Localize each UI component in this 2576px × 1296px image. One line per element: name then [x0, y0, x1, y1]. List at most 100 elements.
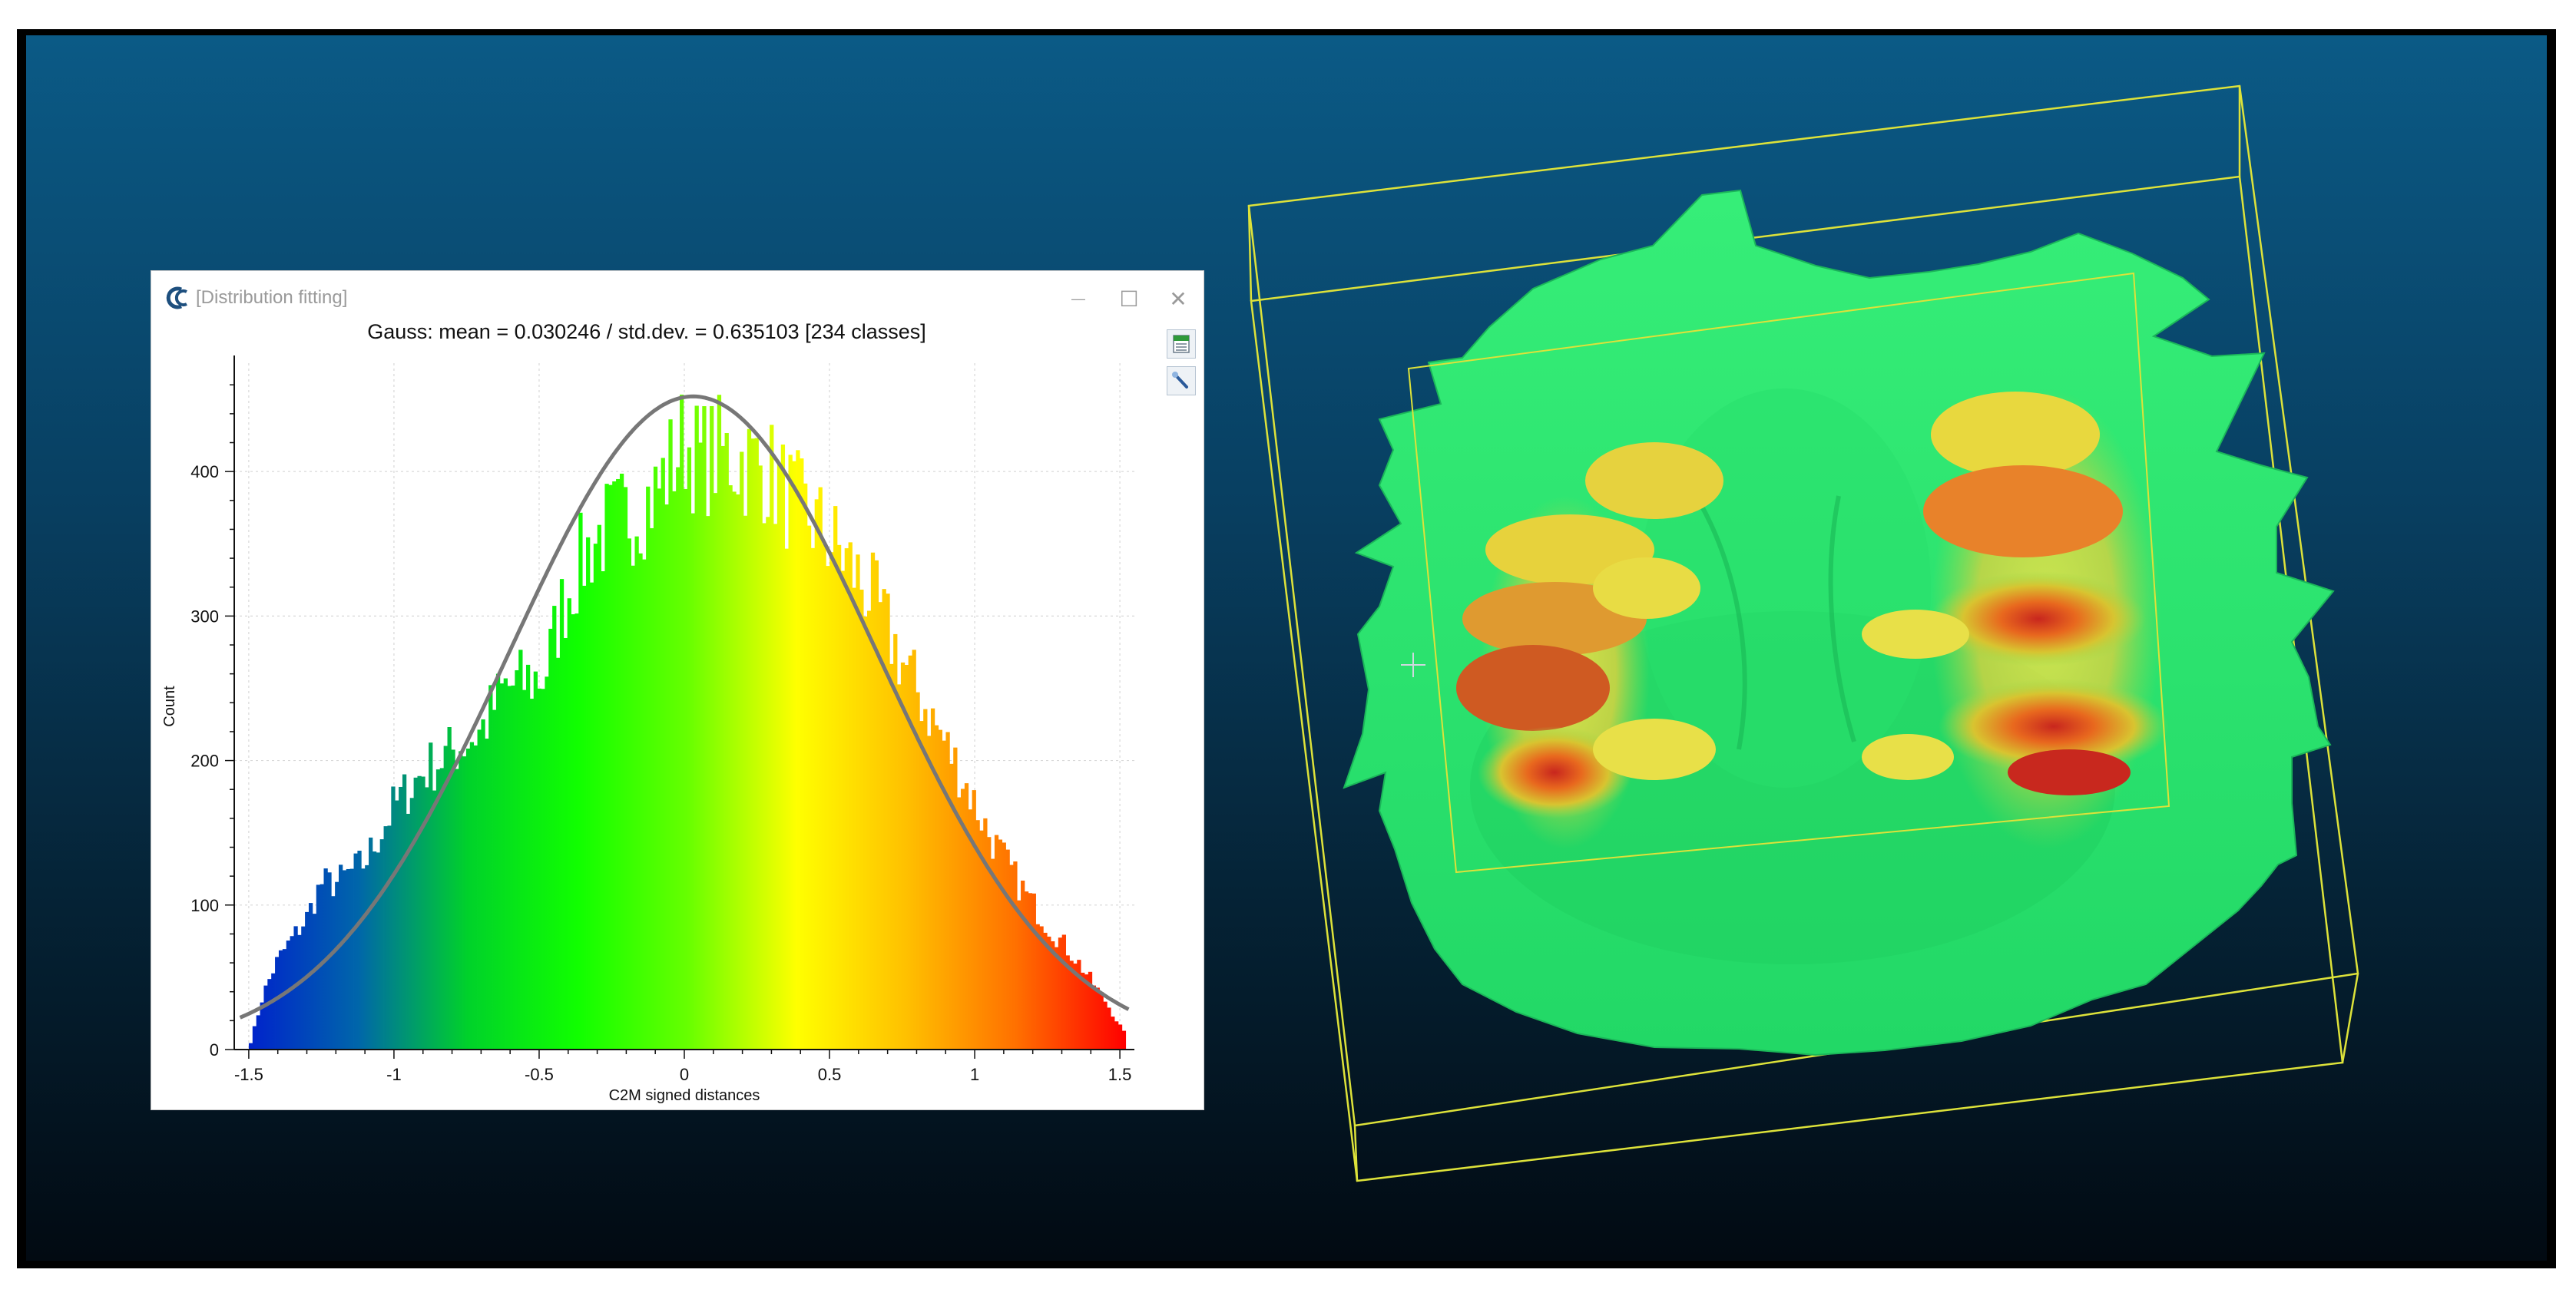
- close-button[interactable]: ✕: [1159, 282, 1197, 316]
- 3d-viewport[interactable]: [Distribution fitting] — ☐ ✕ Gauss: mean…: [26, 35, 2547, 1261]
- y-tick-label: 100: [190, 896, 219, 915]
- histogram-bar: [597, 524, 601, 1050]
- histogram-bar: [736, 494, 740, 1050]
- histogram-bar: [601, 571, 605, 1050]
- histogram-bar: [271, 973, 276, 1050]
- histogram-bar: [552, 606, 557, 1050]
- histogram-bar: [515, 669, 519, 1050]
- histogram-bar: [1095, 987, 1100, 1050]
- dialog-titlebar[interactable]: [Distribution fitting] — ☐ ✕: [151, 271, 1204, 325]
- histogram-bar: [672, 491, 677, 1050]
- histogram-bar: [1031, 893, 1036, 1050]
- x-tick-label: -0.5: [525, 1065, 554, 1084]
- histogram-bar: [747, 428, 752, 1050]
- 3d-scene[interactable]: [26, 35, 2547, 1261]
- histogram-bars: [248, 395, 1127, 1050]
- x-tick-label: -1: [386, 1065, 402, 1084]
- histogram-bar: [657, 488, 662, 1050]
- histogram-bar: [282, 949, 287, 1050]
- histogram-bar: [724, 433, 729, 1050]
- histogram-bar: [1021, 880, 1025, 1050]
- minimize-icon: —: [1071, 290, 1085, 306]
- histogram-bar: [720, 445, 725, 1050]
- histogram-bar: [439, 768, 445, 1050]
- minimize-button[interactable]: —: [1059, 282, 1098, 316]
- histogram-bar: [942, 740, 946, 1050]
- histogram-bar: [511, 685, 515, 1050]
- histogram-bar: [1005, 849, 1010, 1050]
- histogram-bar: [589, 582, 594, 1050]
- histogram-bar: [429, 742, 433, 1050]
- distribution-fitting-dialog[interactable]: [Distribution fitting] — ☐ ✕ Gauss: mean…: [151, 270, 1204, 1110]
- histogram-bar: [810, 547, 816, 1050]
- histogram-bar: [1107, 1007, 1111, 1050]
- histogram-bar: [800, 458, 804, 1050]
- histogram-bar: [608, 484, 613, 1050]
- histogram-bar: [278, 950, 283, 1050]
- histogram-bar: [900, 662, 906, 1050]
- histogram-bar: [1099, 992, 1104, 1050]
- histogram-bar: [642, 559, 647, 1050]
- histogram-bar: [912, 650, 916, 1050]
- histogram-bar: [852, 587, 856, 1050]
- histogram-bar: [631, 565, 635, 1050]
- histogram-bar: [469, 742, 475, 1050]
- histogram-bar: [836, 544, 842, 1050]
- histogram-bar: [897, 684, 902, 1050]
- histogram-bar: [327, 872, 332, 1050]
- histogram-bar: [983, 818, 988, 1050]
- maximize-icon: ☐: [1119, 286, 1139, 311]
- cloudcompare-logo-icon: [166, 286, 187, 309]
- histogram-bar: [1002, 842, 1006, 1050]
- histogram-bar: [339, 865, 343, 1050]
- histogram-bar: [525, 664, 531, 1050]
- histogram-bar: [451, 749, 455, 1050]
- histogram-bar: [717, 395, 722, 1050]
- settings-button[interactable]: [1167, 366, 1196, 395]
- histogram-bar: [1114, 1021, 1119, 1050]
- histogram-bar: [702, 406, 707, 1050]
- histogram-bar: [1117, 1024, 1123, 1050]
- histogram-bar: [840, 570, 846, 1050]
- histogram-bar: [1073, 964, 1078, 1050]
- histogram-bar: [998, 839, 1003, 1050]
- histogram-bar: [320, 884, 324, 1050]
- histogram-bar: [1051, 941, 1055, 1050]
- histogram-bar: [297, 934, 302, 1050]
- histogram-bar: [874, 560, 879, 1050]
- histogram-bar: [732, 491, 737, 1050]
- histogram-bar: [286, 941, 290, 1050]
- histogram-bar: [649, 527, 654, 1050]
- histogram-bar: [987, 837, 992, 1050]
- histogram-bar: [818, 487, 823, 1050]
- histogram-bar: [870, 552, 876, 1050]
- histogram-bar: [803, 483, 808, 1050]
- histogram-bar: [1065, 955, 1070, 1050]
- histogram-bar: [495, 673, 501, 1050]
- histogram-chart[interactable]: -1.5 -1 -0.5 0 0.5 1 1.5 0 100 200 300 400 C2M sign…: [151, 271, 1204, 1109]
- histogram-bar: [267, 979, 272, 1050]
- histogram-bar: [353, 853, 358, 1050]
- histogram-bar: [859, 589, 864, 1050]
- histogram-bar: [256, 1015, 260, 1050]
- histogram-bar: [945, 732, 950, 1050]
- maximize-button[interactable]: ☐: [1110, 282, 1148, 316]
- export-csv-icon: [1173, 335, 1190, 353]
- histogram-bar: [653, 466, 658, 1050]
- histogram-bar: [1043, 932, 1048, 1050]
- histogram-bar: [541, 689, 545, 1050]
- histogram-bar: [991, 858, 995, 1050]
- export-csv-button[interactable]: [1167, 329, 1196, 359]
- histogram-bar: [447, 727, 452, 1050]
- histogram-bar: [1035, 924, 1040, 1050]
- histogram-bar: [1081, 972, 1085, 1050]
- close-icon: ✕: [1169, 286, 1187, 311]
- histogram-bar: [766, 517, 770, 1050]
- histogram-bar: [518, 650, 523, 1050]
- histogram-bar: [361, 868, 366, 1050]
- histogram-bar: [548, 628, 553, 1050]
- dialog-title: [Distribution fitting]: [196, 287, 348, 308]
- histogram-bar: [260, 1002, 264, 1050]
- x-axis-label: C2M signed distances: [609, 1087, 760, 1104]
- histogram-bar: [762, 523, 767, 1050]
